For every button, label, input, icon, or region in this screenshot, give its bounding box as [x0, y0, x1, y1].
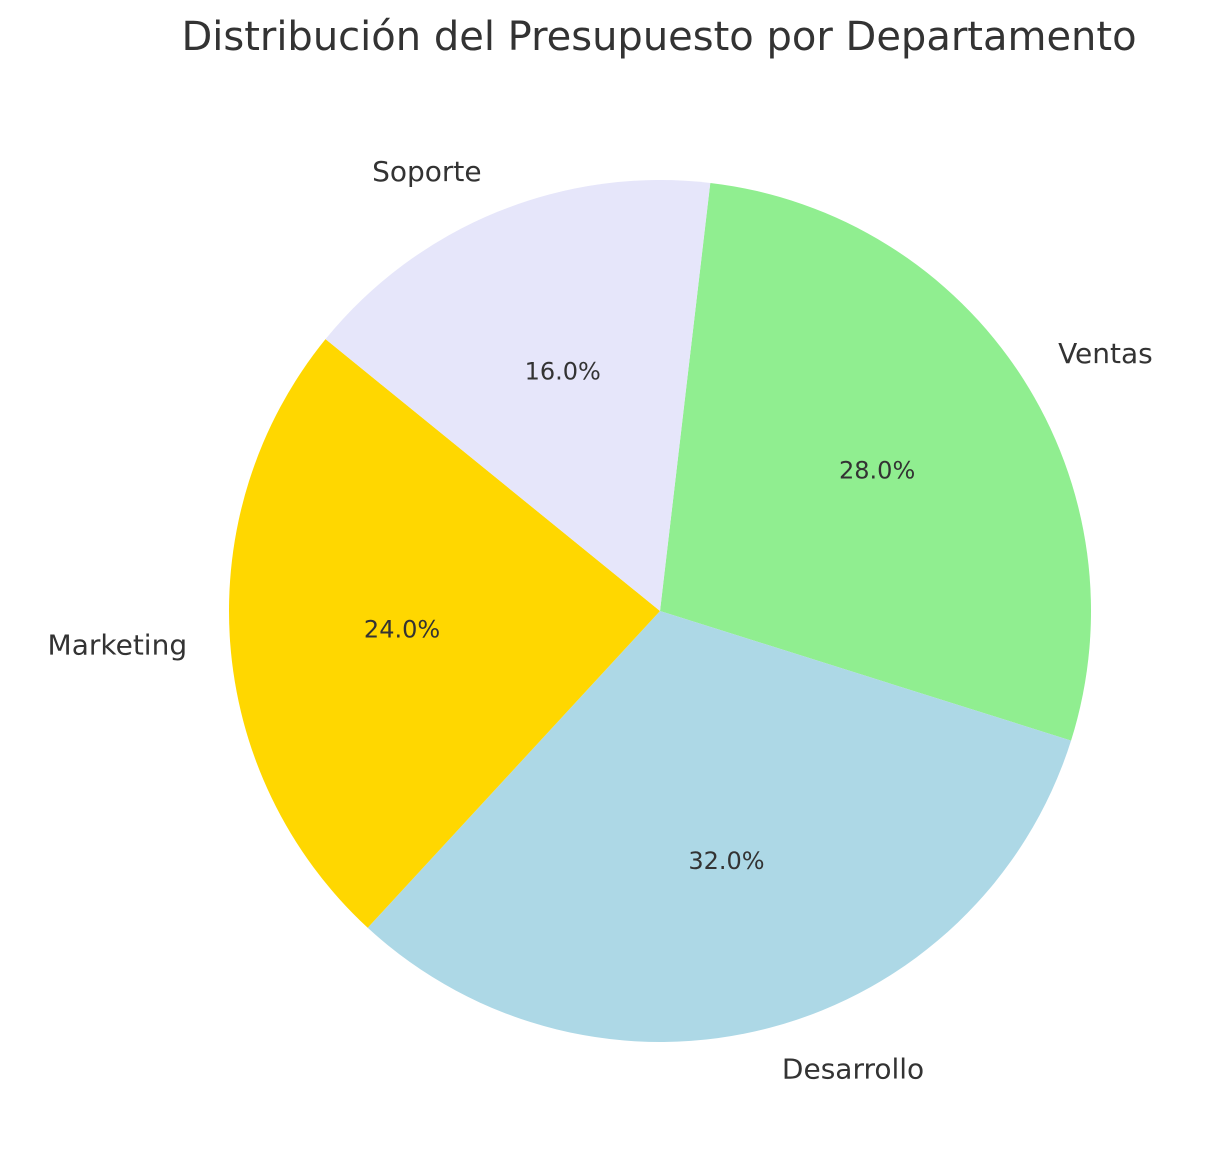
- pie-labels: Ventas 28.0% Desarrollo 32.0% Marketing 24.0%…: [48, 155, 1153, 1085]
- percent-label-marketing: 24.0%: [364, 615, 440, 643]
- pie-slice-ventas: [660, 182, 1092, 741]
- percent-label-desarrollo: 32.0%: [688, 847, 764, 875]
- pie-slice-desarrollo: [367, 611, 1072, 1042]
- pie-slice-soporte: [325, 180, 711, 611]
- slice-label-marketing: Marketing: [48, 628, 188, 661]
- slice-label-desarrollo: Desarrollo: [782, 1053, 924, 1086]
- pie-slices: [228, 180, 1092, 1042]
- chart-title: Distribución del Presupuesto por Departa…: [181, 14, 1137, 60]
- slice-label-ventas: Ventas: [1058, 337, 1153, 370]
- percent-label-ventas: 28.0%: [839, 457, 915, 485]
- slice-label-soporte: Soporte: [372, 155, 482, 188]
- percent-label-soporte: 16.0%: [525, 357, 601, 385]
- pie-slice-marketing: [228, 339, 660, 928]
